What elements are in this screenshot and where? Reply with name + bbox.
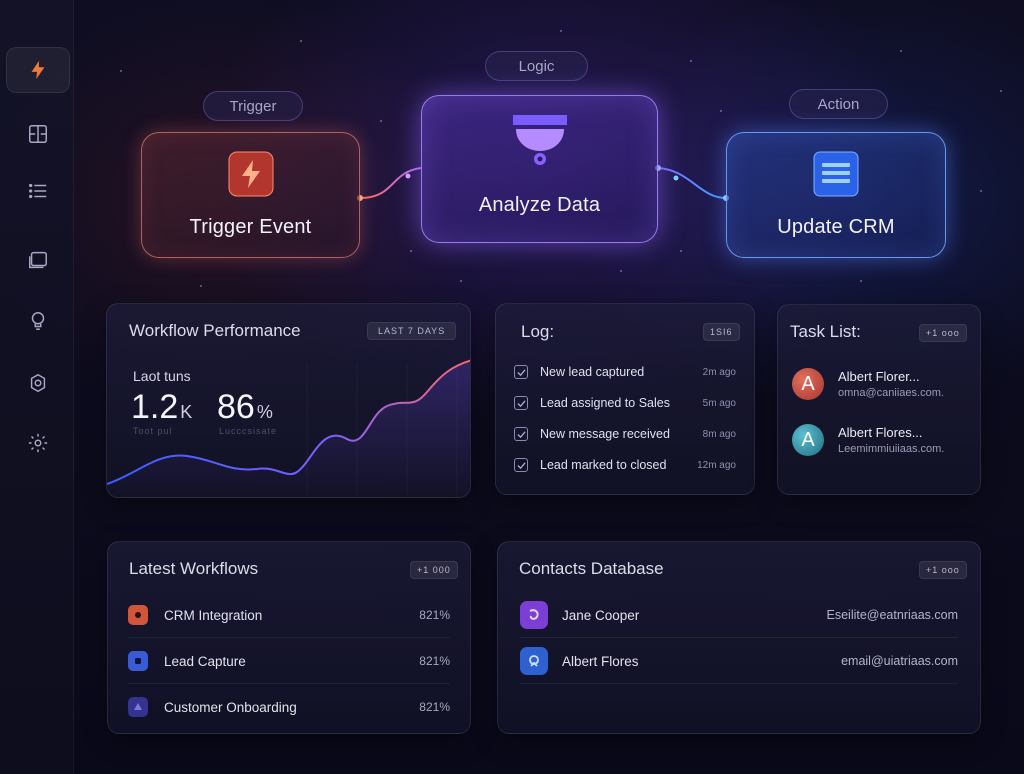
rate-caption: Lucccsisate [219,426,278,436]
sidebar-item-folders[interactable] [6,237,70,283]
contact-row[interactable]: Jane Cooper Eseilite@eatnriaas.com [520,592,958,638]
check-icon [514,365,528,379]
sidebar-item-automation[interactable] [6,360,70,406]
log-entry[interactable]: New message received 8m ago [514,424,736,444]
action-tag: Action [789,89,888,119]
sidebar-item-layout[interactable] [6,111,70,157]
rate-metric: 86% [217,388,273,426]
workflow-row[interactable]: Lead Capture 821% [128,638,450,684]
check-icon [514,427,528,441]
list-icon [29,183,47,199]
trigger-node-label: Trigger Event [189,216,312,238]
task-item[interactable]: A Albert Florer... omna@caniiaes.com. [792,368,944,400]
log-panel: Log: 1SI6 New lead captured 2m ago Lead … [495,303,755,495]
contact-row[interactable]: Albert Flores email@uiatriaas.com [520,638,958,684]
lightning-icon [31,60,45,80]
sidebar-item-list[interactable] [6,168,70,214]
contact-avatar-icon [520,647,548,675]
check-icon [514,458,528,472]
action-node-label: Update CRM [777,216,895,238]
performance-sparkline [107,359,470,497]
action-node[interactable]: Update CRM [726,132,946,258]
lightning-icon [228,151,274,202]
trigger-node[interactable]: Trigger Event [141,132,360,258]
panel-title: Task List: [790,322,861,341]
capture-icon [128,651,148,671]
database-icon [813,151,859,202]
filter-icon [510,115,570,176]
trigger-tag: Trigger [203,91,303,121]
task-list-panel: Task List: +1 ooo A Albert Florer... omn… [777,304,981,495]
bulb-icon [31,312,45,330]
logic-node[interactable]: Analyze Data [421,95,658,243]
task-item[interactable]: A Albert Flores... Leemimmiuiiaas.com. [792,424,944,456]
runs-metric: 1.2 K [131,388,193,426]
logic-node-label: Analyze Data [478,194,601,216]
workflow-row[interactable]: Customer Onboarding 821% [128,684,450,730]
log-entry[interactable]: Lead assigned to Sales 5m ago [514,393,736,413]
onboarding-icon [128,697,148,717]
task-count-badge: +1 ooo [919,324,967,342]
log-entry[interactable]: New lead captured 2m ago [514,362,736,382]
panel-title: Contacts Database [519,559,664,578]
contacts-count-badge: +1 ooo [919,561,967,579]
contact-avatar-icon [520,601,548,629]
runs-subtitle: Laot tuns [133,368,191,384]
runs-caption: Toot pul [133,426,173,436]
panel-title: Workflow Performance [129,321,301,340]
latest-workflows-panel: Latest Workflows +1 000 CRM Integration … [107,541,471,734]
settings-icon [28,433,48,453]
sidebar-item-triggers[interactable] [6,47,70,93]
sidebar-item-settings[interactable] [6,420,70,466]
sidebar [0,0,74,774]
workflow-row[interactable]: CRM Integration 821% [128,592,450,638]
connector-logic-action [657,167,727,199]
connector-trigger-logic [359,167,422,199]
cog-icon [30,373,46,393]
panel-title: Latest Workflows [129,559,259,578]
contacts-database-panel: Contacts Database +1 ooo Jane Cooper Ese… [497,541,981,734]
integration-icon [128,605,148,625]
sidebar-item-ideas[interactable] [6,298,70,344]
log-count-badge: 1SI6 [703,323,740,341]
flow-connectors [357,165,729,201]
workflows-count-badge: +1 000 [410,561,458,579]
layout-icon [29,125,47,143]
date-range-badge[interactable]: LAST 7 DAYS [367,322,457,340]
folders-icon [29,251,47,269]
avatar: A [792,368,824,400]
logic-tag: Logic [485,51,588,81]
avatar: A [792,424,824,456]
check-icon [514,396,528,410]
log-entry[interactable]: Lead marked to closed 12m ago [514,455,736,475]
workflow-performance-panel: Workflow Performance LAST 7 DAYS Laot tu… [106,303,471,498]
panel-title: Log: [521,322,555,341]
